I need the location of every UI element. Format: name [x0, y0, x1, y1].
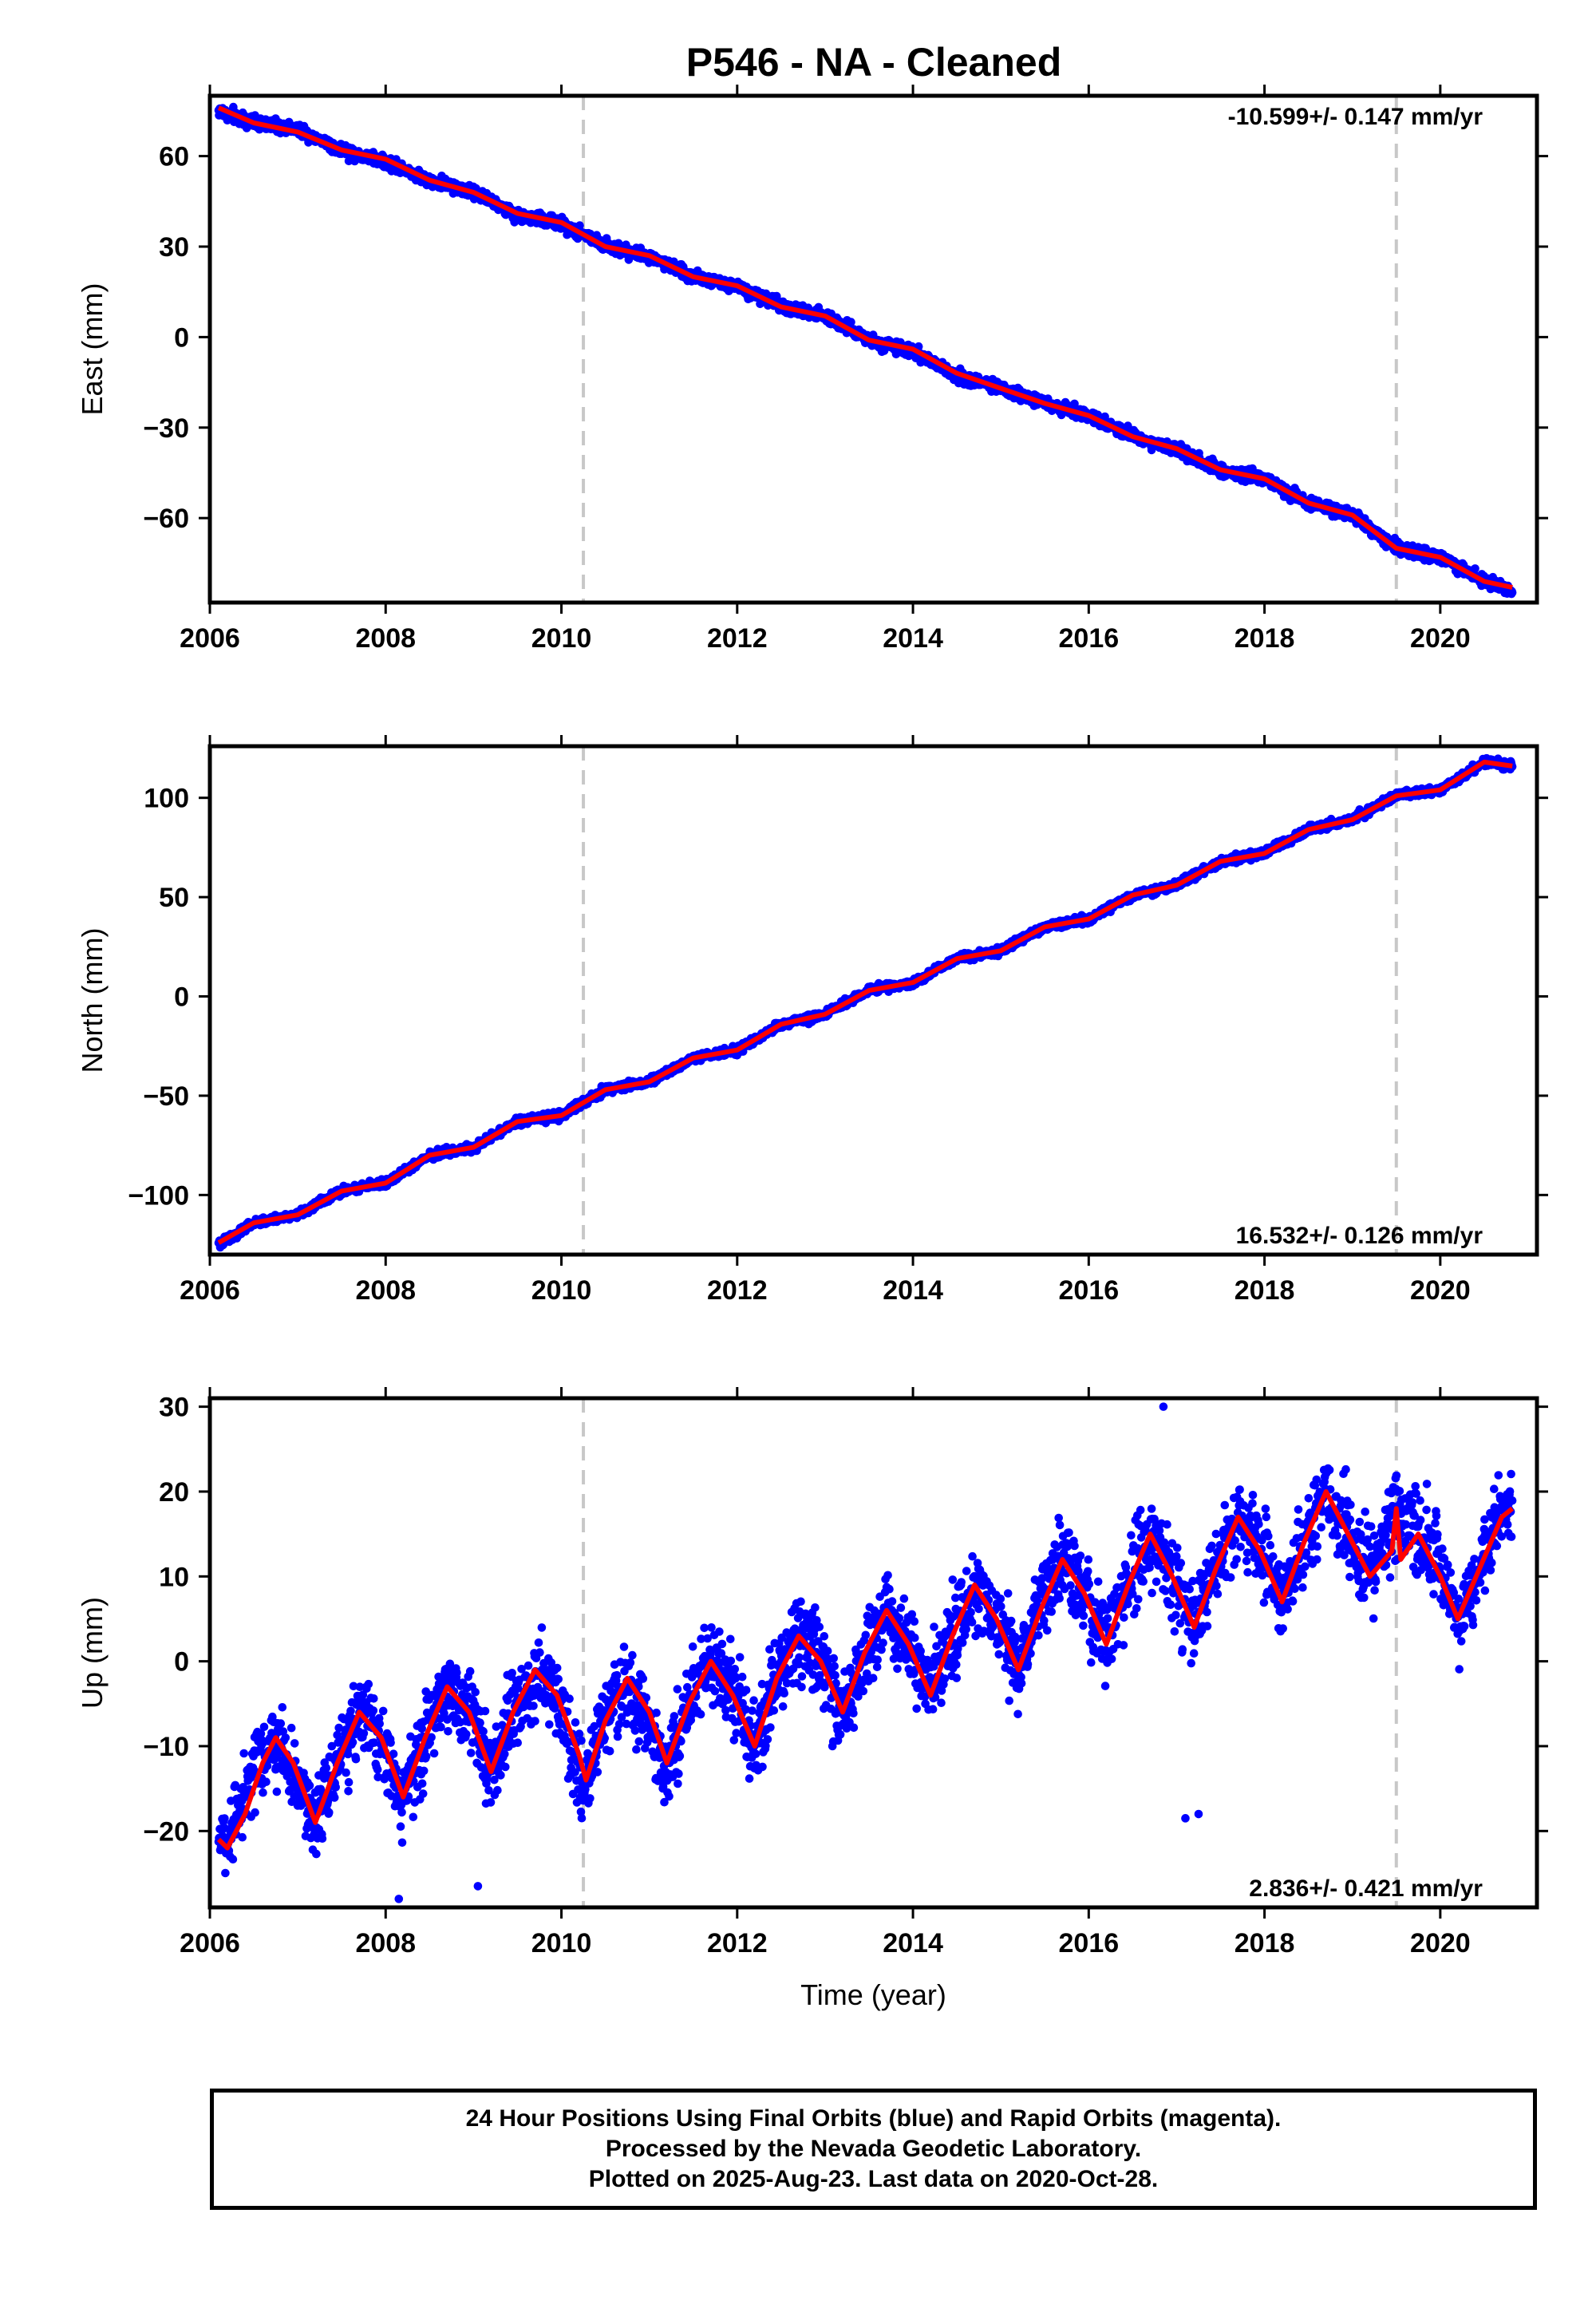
plot-frame	[207, 93, 1539, 605]
figure-title: P546 - NA - Cleaned	[686, 40, 1062, 85]
y-tick-label: 0	[174, 322, 189, 353]
north-panel: 2006 2008 2010 2012 2014 2016 2018 2020100500−5…	[76, 735, 1548, 1306]
obs-point	[1507, 588, 1517, 597]
final-orbit-series	[214, 102, 1517, 599]
x-tick-label: 2006	[180, 623, 240, 654]
y-tick-label: 60	[159, 142, 189, 172]
velocity-rate-label: -10.599+/- 0.147 mm/yr	[1228, 104, 1483, 130]
obs-point	[1124, 421, 1132, 430]
x-tick-label: 2016	[1059, 623, 1120, 654]
y-tick-label: −30	[143, 413, 189, 444]
x-tick-label: 2020	[1410, 623, 1471, 654]
obs-point	[847, 318, 855, 326]
y-tick-label: −60	[143, 504, 189, 534]
y-tick-label: 30	[159, 232, 189, 263]
y-axis-label: East (mm)	[76, 283, 109, 416]
plot-area	[214, 746, 1517, 1255]
model-curve	[217, 105, 1513, 591]
east-panel: 2006 2008 2010 2012 2014 2016 2018 2020 60 30 0 −30…	[76, 85, 1548, 654]
x-tick-label: 2008	[355, 623, 416, 654]
x-tick-label: 2018	[1235, 623, 1295, 654]
obs-point	[1471, 564, 1479, 573]
x-tick-label: 2012	[707, 623, 768, 654]
plot-area	[214, 96, 1517, 603]
x-tick-label: 2010	[531, 623, 592, 654]
x-tick-label: 2014	[883, 623, 943, 654]
